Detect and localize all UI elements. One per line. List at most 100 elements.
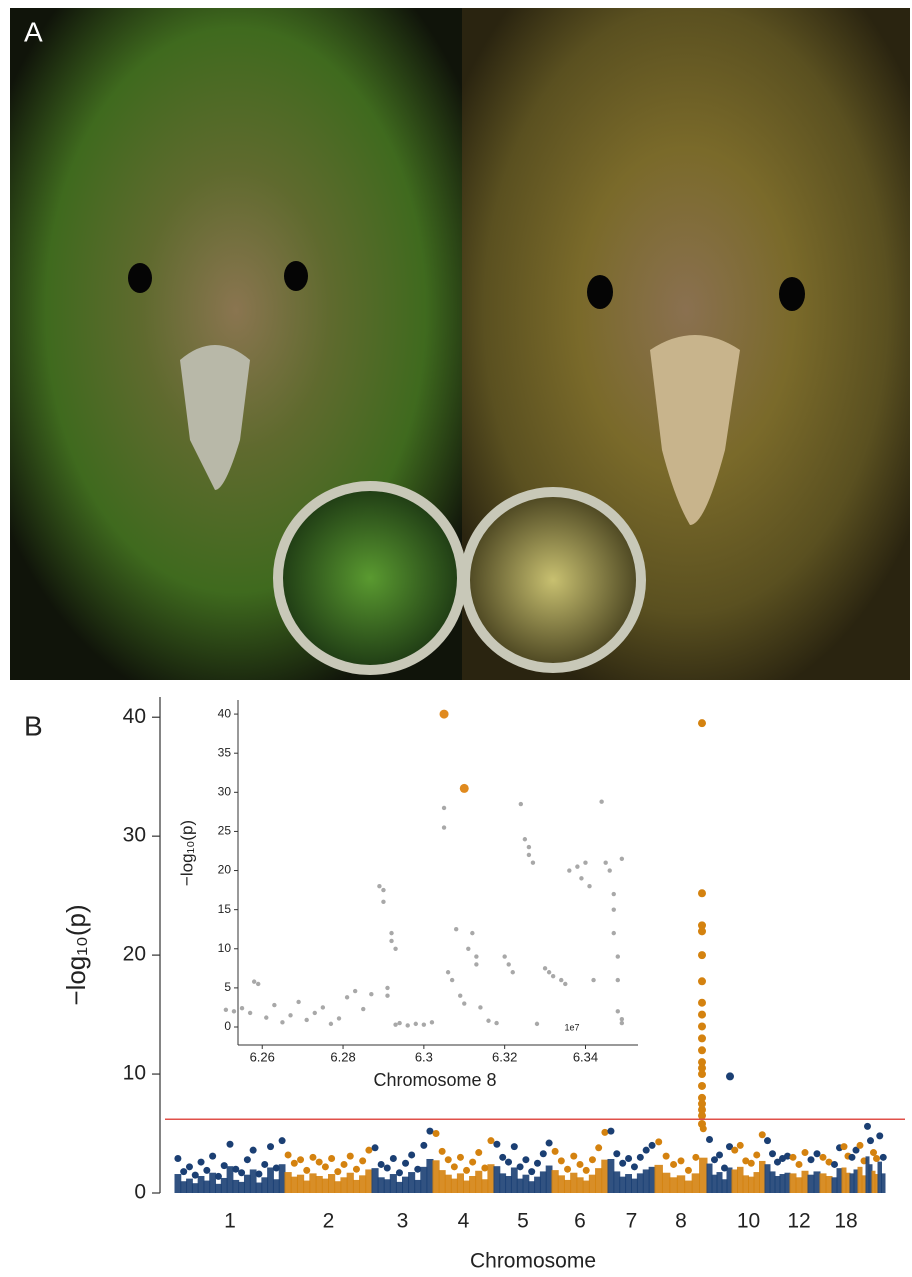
background-bar [250,1169,257,1193]
snp-point [870,1149,877,1156]
snp-point [296,1000,300,1004]
snp-point [599,800,603,804]
snp-point [567,868,571,872]
snp-point [527,845,531,849]
background-bar [408,1172,415,1193]
snp-point [232,1009,236,1013]
snp-point [329,1022,333,1026]
y-tick-label: 20 [218,863,232,877]
snp-point [698,951,706,959]
snp-point [408,1151,415,1158]
background-bar [303,1181,310,1193]
background-bar [613,1171,620,1193]
background-bar [420,1167,427,1193]
snp-point [698,927,706,935]
snp-point [737,1142,744,1149]
snp-point [285,1151,292,1158]
snp-point [372,1144,379,1151]
snp-point [345,995,349,999]
snp-point [439,1148,446,1155]
snp-point [291,1160,298,1167]
snp-point [469,1159,476,1166]
snp-point [389,939,393,943]
snp-point [209,1153,216,1160]
snp-point [796,1161,803,1168]
snp-point [334,1168,341,1175]
background-bar [402,1177,409,1193]
snp-point [420,1142,427,1149]
background-bar [684,1181,692,1193]
snp-point [535,1022,539,1026]
background-bar [238,1182,245,1193]
snp-point [519,802,523,806]
background-bar [570,1173,577,1193]
snp-point [583,1167,590,1174]
background-bar [309,1173,316,1193]
snp-point [303,1167,310,1174]
snp-point [422,1022,426,1026]
background-bar [451,1179,458,1193]
x-tick-label: 3 [397,1210,409,1233]
snp-point [601,1129,608,1136]
feather-inset [278,486,462,670]
snp-point [328,1155,335,1162]
snp-point [631,1163,638,1170]
snp-point [280,1020,284,1024]
snp-point [180,1168,187,1175]
background-bar [517,1179,524,1193]
background-bar [267,1167,274,1193]
snp-point [505,1159,512,1166]
snp-point [543,966,547,970]
snp-point [365,1147,372,1154]
background-bar [340,1177,347,1193]
snp-point [250,1147,257,1154]
background-bar [558,1175,565,1193]
background-bar [796,1177,803,1193]
snp-point [731,1147,738,1154]
snp-point [337,1016,341,1020]
snp-point [616,1009,620,1013]
background-bar [475,1171,482,1193]
snp-point [486,1019,490,1023]
snp-point [876,1132,883,1139]
snp-point [224,1008,228,1012]
snp-point [698,1034,706,1042]
eye [779,277,805,311]
snp-point [698,1082,706,1090]
x-tick-label: 6.32 [492,1049,517,1064]
y-tick-label: 10 [123,1062,146,1085]
background-bar [595,1168,602,1193]
snp-point [637,1154,644,1161]
snp-point [397,1021,401,1025]
background-bar [334,1181,341,1193]
snp-point [481,1165,488,1172]
snp-point [841,1143,848,1150]
background-bar [576,1177,583,1193]
snp-point [849,1154,856,1161]
y-tick-label: 15 [218,902,232,916]
x-tick-label: 18 [834,1210,857,1233]
snp-point [698,977,706,985]
snp-point [309,1154,316,1161]
snp-point [790,1154,797,1161]
snp-point [591,978,595,982]
snp-point [297,1156,304,1163]
background-bar [328,1174,335,1193]
background-bar [261,1177,268,1193]
snp-point [454,927,458,931]
y-tick-label: 30 [123,824,146,847]
snp-point [769,1150,776,1157]
background-bar [297,1175,304,1193]
snp-point [670,1161,677,1168]
x-tick-label: 7 [626,1210,638,1233]
snp-point [820,1154,827,1161]
background-bar [291,1177,298,1193]
snp-point [753,1151,760,1158]
snp-point [433,1130,440,1137]
snp-point [534,1160,541,1167]
snp-point [867,1137,874,1144]
snp-point [698,889,706,897]
snp-point [361,1007,365,1011]
snp-point [589,1156,596,1163]
snp-point [698,1046,706,1054]
